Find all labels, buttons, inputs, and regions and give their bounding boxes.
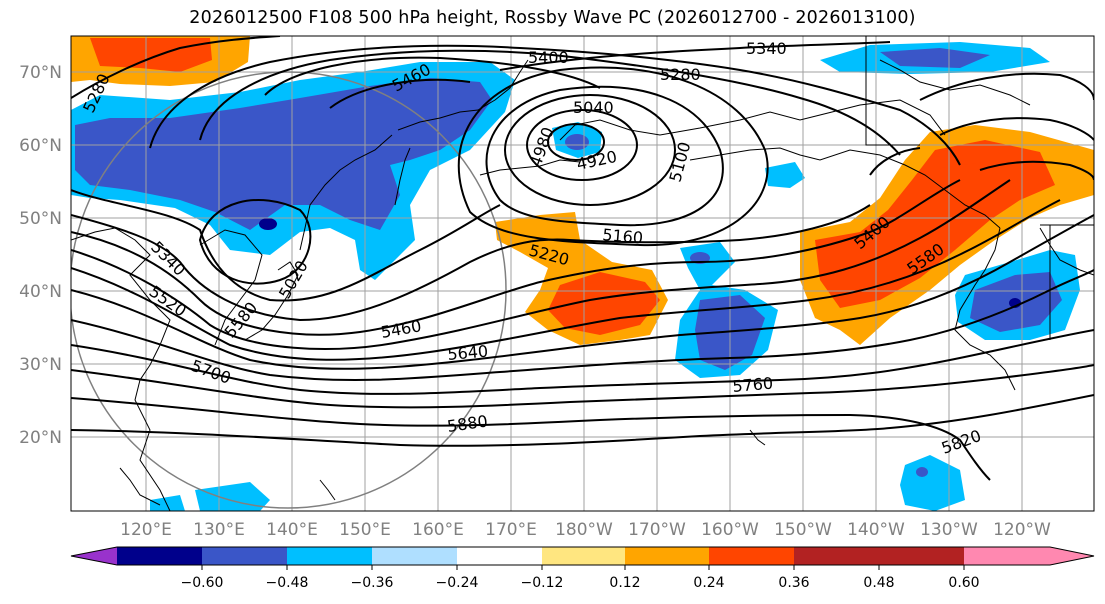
anomaly-negative-south2 — [195, 482, 270, 511]
colorbar-swatch — [542, 547, 625, 565]
anomaly-positive-northeast-dark — [940, 162, 1000, 205]
contour-label: 5760 — [732, 374, 774, 396]
anomaly-negative-south3 — [150, 495, 185, 511]
anomaly-negative-arctic-core — [880, 48, 990, 68]
lon-label: 160°W — [701, 520, 759, 540]
colorbar-swatch — [625, 547, 709, 565]
anomaly-negative-lowcenter-core — [565, 134, 589, 150]
colorbar-swatch — [879, 547, 964, 565]
lat-label-30n: 30°N — [19, 355, 62, 375]
colorbar-extend-low — [71, 547, 117, 565]
colorbar-tick-label: −0.48 — [266, 575, 309, 591]
height-contours — [71, 36, 1094, 481]
contour-label: 5280 — [660, 65, 701, 84]
lon-label: 170°E — [485, 520, 537, 540]
colorbar-swatch — [202, 547, 287, 565]
longitude-labels: 120°E 130°E 140°E 150°E 160°E 170°E 180°… — [120, 520, 1051, 540]
colorbar-tick-label: 0.12 — [609, 575, 640, 591]
lat-label-50n: 50°N — [19, 209, 62, 229]
lon-label: 140°W — [847, 520, 905, 540]
latitude-labels: 70°N 60°N 50°N 40°N 30°N 20°N — [19, 63, 62, 448]
lon-label: 150°W — [774, 520, 832, 540]
contour-label: 5160 — [602, 225, 644, 247]
lat-label-70n: 70°N — [19, 63, 62, 83]
lon-label: 120°W — [993, 520, 1051, 540]
anomaly-fills — [71, 36, 1094, 511]
lat-label-40n: 40°N — [19, 282, 62, 302]
lon-label: 120°E — [120, 520, 172, 540]
lat-label-20n: 20°N — [19, 428, 62, 448]
anomaly-negative-siberia-dark — [259, 218, 277, 230]
anomaly-negative-siberia-core — [75, 78, 492, 230]
colorbar-swatch — [457, 547, 542, 565]
colorbar-tick-label: 0.60 — [948, 575, 979, 591]
coastlines — [71, 36, 1094, 511]
colorbar-extend-high — [964, 547, 1094, 565]
region-circle — [71, 71, 507, 509]
map-area: 5400 5340 5280 5460 5040 4980 4920 5100 … — [71, 36, 1094, 511]
lon-label: 170°W — [628, 520, 686, 540]
lat-label-60n: 60°N — [19, 136, 62, 156]
colorbar-tick-label: −0.12 — [521, 575, 564, 591]
colorbar-tick-label: 0.24 — [693, 575, 724, 591]
lon-label: 180°W — [555, 520, 613, 540]
contour-label: 5040 — [573, 98, 614, 117]
lon-label: 130°W — [920, 520, 978, 540]
colorbar-tick-label: 0.48 — [863, 575, 894, 591]
contour-label: 5640 — [447, 342, 489, 364]
anomaly-positive-central-core — [548, 272, 660, 335]
colorbar-swatch — [287, 547, 372, 565]
colorbar-swatch — [117, 547, 202, 565]
map-title: 2026012500 F108 500 hPa height, Rossby W… — [189, 8, 916, 28]
colorbar-swatch — [709, 547, 794, 565]
lon-label: 150°E — [339, 520, 391, 540]
colorbar-swatch — [794, 547, 879, 565]
contour-label: 5340 — [746, 39, 787, 58]
colorbar-swatch — [372, 547, 457, 565]
lon-label: 160°E — [412, 520, 464, 540]
colorbar-tick-label: −0.36 — [351, 575, 394, 591]
colorbar: −0.60 −0.48 −0.36 −0.24 −0.12 0.12 0.24 … — [70, 546, 1095, 591]
anomaly-negative-south1-core — [916, 467, 928, 477]
lon-label: 130°E — [193, 520, 245, 540]
anomaly-negative-alaska — [765, 162, 805, 188]
contour-label: 5400 — [528, 48, 569, 67]
map-frame — [70, 35, 1095, 512]
lon-label: 140°E — [266, 520, 318, 540]
colorbar-tick-label: 0.36 — [778, 575, 809, 591]
colorbar-outline — [70, 546, 1095, 566]
anomaly-positive-nw-core — [90, 38, 212, 72]
colorbar-tick-label: −0.60 — [181, 575, 224, 591]
colorbar-tick-label: −0.24 — [436, 575, 479, 591]
